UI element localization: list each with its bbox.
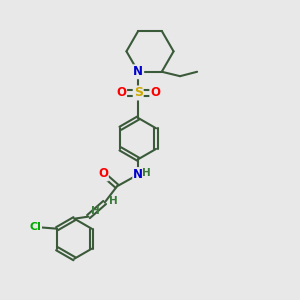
Text: S: S (134, 86, 143, 100)
Text: H: H (91, 206, 99, 216)
Text: N: N (133, 168, 143, 181)
Text: H: H (142, 168, 151, 178)
Text: H: H (109, 196, 117, 206)
Text: Cl: Cl (29, 222, 41, 232)
Text: O: O (98, 167, 108, 180)
Text: N: N (133, 65, 143, 78)
Text: O: O (116, 86, 126, 100)
Text: O: O (150, 86, 160, 100)
